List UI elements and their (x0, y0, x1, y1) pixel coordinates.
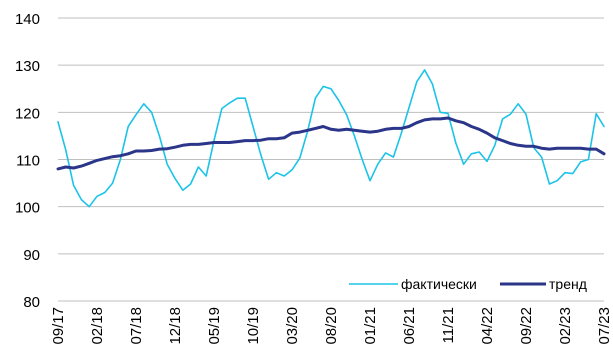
legend-label: фактически (401, 276, 477, 292)
y-tick-label: 110 (16, 153, 40, 170)
legend: фактически тренд (349, 276, 587, 292)
series-line-actual (57, 69, 605, 208)
x-tick-label: 07/23 (596, 307, 613, 345)
x-tick-label: 08/20 (323, 307, 340, 345)
y-tick-label: 90 (23, 247, 40, 264)
x-tick-label: 11/21 (440, 307, 457, 343)
x-tick-label: 02/18 (89, 307, 106, 345)
series-line-trend (56, 116, 606, 171)
y-axis: 80 90 100 110 120 130 140 (15, 11, 40, 311)
x-tick-label: 01/21 (362, 307, 379, 345)
y-tick-label: 130 (15, 58, 40, 75)
x-tick-label: 09/22 (518, 307, 535, 345)
grid-layer (58, 17, 604, 302)
x-axis: 09/17 02/18 07/18 12/18 05/19 10/19 03/20 08/20… (50, 307, 613, 345)
x-tick-label: 05/19 (206, 307, 223, 345)
series-layer (56, 69, 606, 208)
x-tick-label: 03/20 (284, 307, 301, 345)
x-tick-label: 07/18 (128, 307, 145, 345)
y-tick-label: 100 (15, 200, 40, 217)
x-tick-label: 02/23 (557, 307, 574, 345)
x-tick-label: 04/22 (479, 307, 496, 345)
legend-label: тренд (549, 276, 587, 292)
y-tick-label: 120 (15, 105, 40, 122)
x-tick-label: 12/18 (167, 307, 184, 345)
x-tick-label: 10/19 (245, 307, 262, 345)
x-tick-label: 09/17 (50, 307, 67, 345)
y-tick-label: 140 (15, 11, 40, 28)
y-tick-label: 80 (23, 294, 40, 311)
x-tick-label: 06/21 (401, 307, 418, 345)
